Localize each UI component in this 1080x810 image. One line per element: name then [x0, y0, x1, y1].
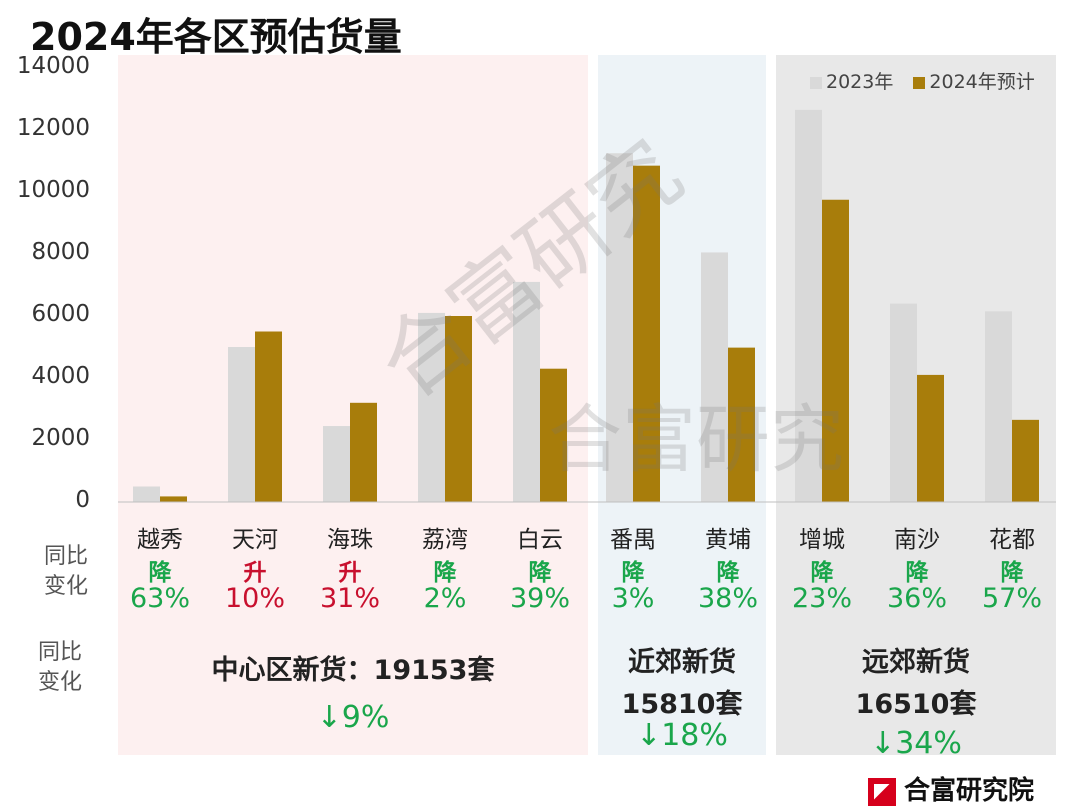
x-tick-label: 番禺: [610, 527, 656, 553]
x-tick-label: 白云: [517, 527, 563, 553]
bar-2024-7: [822, 199, 849, 502]
x-tick-label: 黄埔: [705, 527, 751, 553]
yoy-percent: 39%: [509, 583, 570, 614]
bar-2024-8: [917, 374, 944, 502]
far-summary-total: 16510套: [855, 689, 977, 720]
legend-item-2024: 2024年预计: [913, 67, 1035, 94]
yoy-direction: 降: [621, 560, 645, 586]
yoy-side-label-1-line1: 同比: [43, 544, 88, 569]
x-tick-label: 增城: [799, 527, 845, 553]
yoy-direction: 降: [1000, 560, 1024, 586]
bar-2023-9: [985, 311, 1012, 502]
y-tick-label: 2000: [31, 425, 90, 451]
bar-2024-9: [1012, 419, 1039, 502]
bar-2023-3: [418, 312, 445, 502]
bar-2024-0: [160, 496, 187, 502]
x-tick-label: 海珠: [327, 527, 373, 553]
legend-label-2023: 2023年: [826, 71, 894, 93]
yoy-percent: 36%: [886, 583, 947, 614]
chart-title: 2024年各区预估货量: [30, 15, 402, 59]
legend-swatch-2023: [810, 76, 822, 89]
far-summary-title: 远郊新货: [862, 647, 970, 678]
y-tick-label: 4000: [31, 363, 90, 389]
yoy-percent: 3%: [611, 583, 655, 614]
yoy-percent: 10%: [224, 583, 285, 614]
bar-2024-5: [633, 165, 660, 502]
center-summary: 中心区新货：19153套: [211, 655, 495, 686]
yoy-percent: 57%: [981, 583, 1042, 614]
yoy-side-label-1-line2: 变化: [43, 574, 88, 599]
center-change: ↓9%: [316, 700, 390, 735]
yoy-direction: 升: [338, 560, 362, 586]
y-tick-label: 0: [75, 487, 90, 513]
yoy-direction: 降: [433, 560, 457, 586]
yoy-direction: 升: [243, 560, 267, 586]
yoy-direction: 降: [716, 560, 740, 586]
near-summary-title: 近郊新货: [628, 647, 736, 678]
x-tick-label: 南沙: [894, 527, 940, 553]
x-tick-label: 越秀: [137, 527, 183, 553]
bar-2023-6: [701, 252, 728, 502]
yoy-direction: 降: [810, 560, 834, 586]
yoy-side-label-2-line2: 变化: [37, 670, 82, 695]
bar-2024-3: [445, 316, 472, 502]
brand-name: 合富研究院: [904, 776, 1035, 806]
legend: 2023年 2024年预计: [810, 67, 1049, 94]
yoy-percent: 23%: [791, 583, 852, 614]
yoy-percent: 31%: [319, 583, 380, 614]
yoy-side-label-2: 同比 变化: [30, 638, 90, 698]
y-tick-label: 10000: [16, 177, 90, 203]
legend-swatch-2024: [913, 76, 926, 89]
yoy-direction: 降: [528, 560, 552, 586]
brand-logo: 合富研究院: [868, 770, 1034, 807]
near-change: ↓18%: [636, 718, 728, 753]
yoy-side-label-1: 同比 变化: [36, 542, 96, 602]
bar-2024-2: [350, 402, 377, 502]
legend-item-2023: 2023年: [810, 67, 893, 94]
brand-logo-icon: [868, 777, 896, 806]
y-tick-label: 12000: [16, 115, 90, 141]
bar-2023-5: [606, 153, 633, 502]
y-tick-label: 8000: [31, 239, 90, 265]
y-tick-label: 6000: [31, 301, 90, 327]
bar-2024-4: [540, 368, 567, 502]
near-summary-total: 15810套: [621, 689, 743, 720]
yoy-percent: 2%: [423, 583, 467, 614]
x-tick-label: 荔湾: [422, 527, 468, 553]
bar-2023-4: [513, 281, 540, 502]
x-tick-label: 花都: [989, 527, 1035, 553]
bar-2023-7: [795, 109, 822, 502]
yoy-percent: 38%: [697, 583, 758, 614]
bar-2024-1: [255, 331, 282, 502]
yoy-percent: 63%: [129, 583, 190, 614]
yoy-side-label-2-line1: 同比: [37, 640, 82, 665]
bar-2023-0: [133, 486, 160, 502]
bar-2023-2: [323, 426, 350, 502]
y-tick-label: 14000: [16, 53, 90, 79]
bar-2024-6: [728, 347, 755, 502]
yoy-direction: 降: [905, 560, 929, 586]
far-change: ↓34%: [870, 726, 962, 761]
yoy-direction: 降: [148, 560, 172, 586]
x-tick-label: 天河: [232, 527, 278, 553]
bar-2023-1: [228, 347, 255, 502]
legend-label-2024: 2024年预计: [929, 71, 1035, 93]
bar-2023-8: [890, 303, 917, 502]
